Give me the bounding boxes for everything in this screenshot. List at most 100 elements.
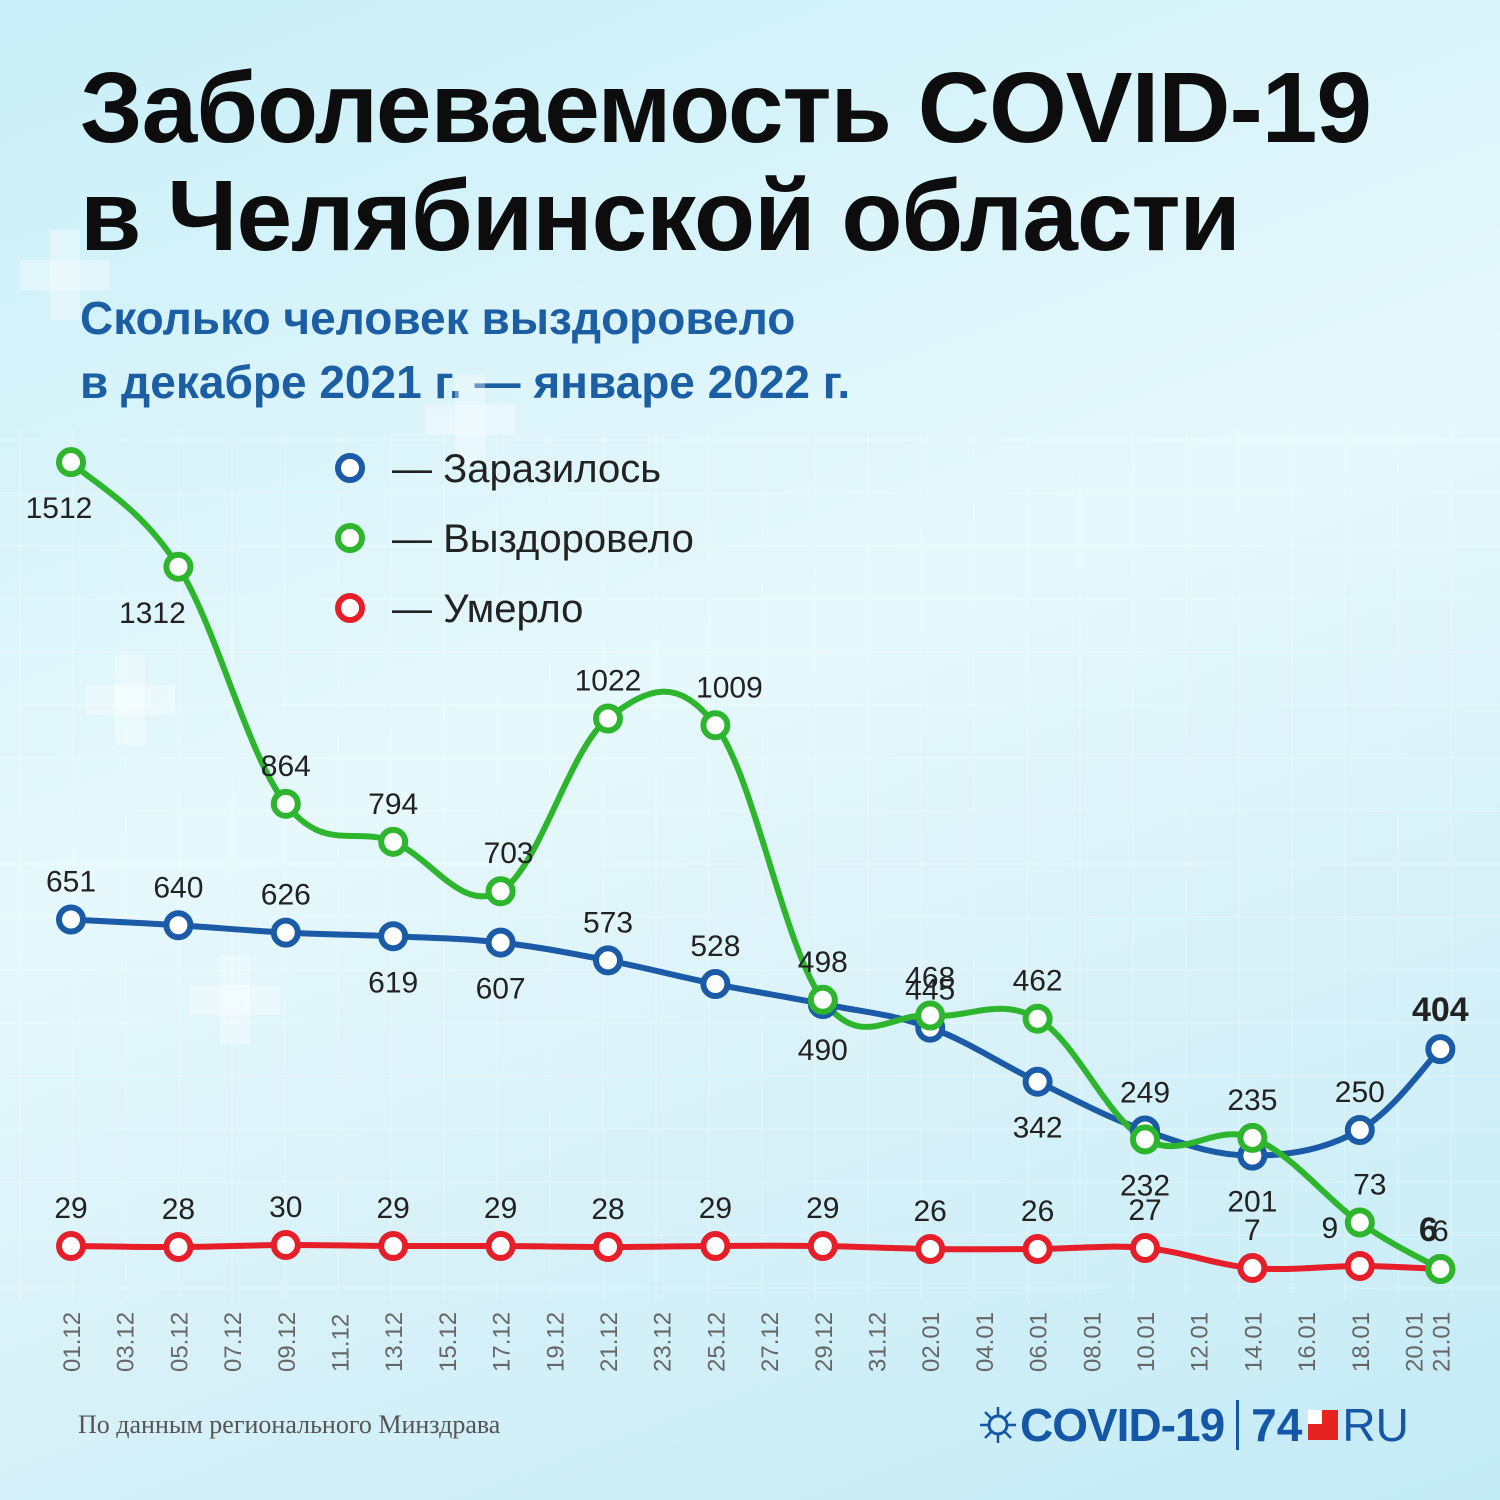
legend-label: — Выздоровело — [392, 517, 694, 561]
logo-ru-text: RU — [1342, 1399, 1409, 1451]
data-label: 29 — [806, 1192, 839, 1225]
data-point — [1022, 1003, 1053, 1034]
x-axis-ticks: 01.12 03.12 05.12 07.12 09.12 11.12 13.12 15.12… — [59, 1312, 1455, 1372]
data-label: 28 — [162, 1193, 195, 1226]
data-point — [485, 876, 516, 907]
x-tick-label: 27.12 — [757, 1312, 784, 1372]
x-tick-label: 11.12 — [328, 1314, 355, 1372]
data-label: 249 — [1120, 1077, 1170, 1110]
data-point — [1425, 1254, 1456, 1284]
cross-shape — [20, 260, 110, 290]
source-note: По данным регионального Минздрава — [78, 1410, 501, 1439]
x-tick-label: 07.12 — [220, 1312, 247, 1372]
x-tick-label: 04.01 — [972, 1312, 999, 1372]
brand-logo: COVID-19 74 RU — [978, 1395, 1409, 1455]
data-point — [163, 1232, 194, 1262]
data-point — [378, 921, 409, 952]
x-tick-label: 09.12 — [274, 1312, 301, 1372]
data-label: 1312 — [119, 597, 186, 630]
x-tick-label: 17.12 — [489, 1312, 516, 1372]
series-line-infected — [68, 916, 1444, 1159]
data-point — [378, 826, 409, 857]
x-tick-label: 19.12 — [542, 1312, 569, 1372]
data-label: 404 — [1412, 991, 1469, 1029]
grid — [0, 430, 1500, 1300]
data-label: 29 — [699, 1192, 732, 1225]
data-point — [915, 1000, 946, 1031]
subtitle-line-2: в декабре 2021 г. — январе 2022 г. — [80, 356, 851, 408]
legend-marker-icon — [335, 593, 365, 623]
x-tick-label: 13.12 — [381, 1312, 408, 1372]
data-label: 232 — [1120, 1169, 1170, 1202]
data-point — [1425, 1034, 1456, 1065]
data-label: 626 — [261, 879, 311, 912]
cross-shape — [115, 655, 145, 745]
data-label: 1512 — [26, 492, 93, 525]
x-tick-label: 21.12 — [596, 1312, 623, 1372]
data-label: 73 — [1353, 1169, 1386, 1202]
data-label: 651 — [46, 865, 96, 898]
x-tick-label: 21.01 — [1428, 1312, 1455, 1372]
x-tick-label: 23.12 — [650, 1312, 677, 1372]
data-point — [700, 969, 731, 1000]
x-tick-label: 18.01 — [1348, 1312, 1375, 1372]
series-1-marks: 1512 1312 864 794 703 1022 1009 498 468 462 232 235… — [26, 447, 1456, 1284]
data-point — [270, 788, 301, 819]
data-label: 794 — [368, 788, 418, 821]
logo-square-icon — [1308, 1410, 1339, 1440]
data-label: 528 — [690, 930, 740, 963]
data-label: 201 — [1227, 1186, 1277, 1219]
data-point — [163, 551, 194, 582]
subtitle-line-1: Сколько человек выздоровело — [80, 292, 796, 344]
data-point — [1344, 1115, 1375, 1145]
series-lines — [68, 459, 1444, 1273]
data-label: 607 — [476, 973, 526, 1006]
cross-shape — [85, 685, 175, 715]
data-point — [1130, 1233, 1160, 1263]
x-tick-label: 20.01 — [1402, 1312, 1429, 1372]
data-label: 7 — [1244, 1214, 1261, 1247]
legend-marker-icon — [335, 523, 365, 553]
x-tick-label: 01.12 — [59, 1312, 86, 1372]
logo-divider — [1236, 1400, 1240, 1450]
data-point — [56, 447, 86, 478]
data-point — [270, 917, 301, 948]
x-tick-label: 12.01 — [1187, 1312, 1214, 1372]
data-label: 1009 — [696, 671, 763, 704]
data-point — [270, 1230, 301, 1260]
data-point — [485, 1231, 516, 1261]
data-point — [1344, 1251, 1375, 1281]
data-point — [915, 1234, 946, 1264]
data-point — [593, 945, 623, 976]
decorative-crosses — [20, 230, 515, 1045]
data-label: 29 — [54, 1192, 87, 1225]
data-label: 462 — [1013, 965, 1063, 998]
x-tick-label: 08.01 — [1079, 1312, 1106, 1372]
x-tick-label: 02.01 — [918, 1312, 945, 1372]
data-label: 26 — [914, 1195, 947, 1228]
legend: — Заразилось — Выздоровело — Умерло — [335, 447, 694, 631]
data-point — [593, 703, 623, 734]
data-label: 342 — [1013, 1112, 1063, 1145]
x-tick-label: 06.01 — [1026, 1312, 1053, 1372]
data-point — [378, 1231, 409, 1261]
data-label: 6 — [1419, 1211, 1438, 1249]
x-tick-label: 16.01 — [1294, 1312, 1321, 1372]
data-label: 26 — [1021, 1195, 1054, 1228]
data-point — [700, 1231, 731, 1261]
x-tick-label: 10.01 — [1133, 1312, 1160, 1372]
data-point — [163, 910, 194, 941]
cross-shape — [425, 405, 515, 435]
data-label: 29 — [377, 1192, 410, 1225]
data-point — [56, 1231, 86, 1261]
data-point — [807, 1231, 838, 1261]
data-point — [700, 710, 731, 741]
data-label: 619 — [368, 966, 418, 999]
data-label: 29 — [484, 1192, 517, 1225]
cross-shape — [220, 955, 250, 1045]
data-label: 27 — [1128, 1194, 1161, 1227]
data-point — [1237, 1253, 1268, 1283]
